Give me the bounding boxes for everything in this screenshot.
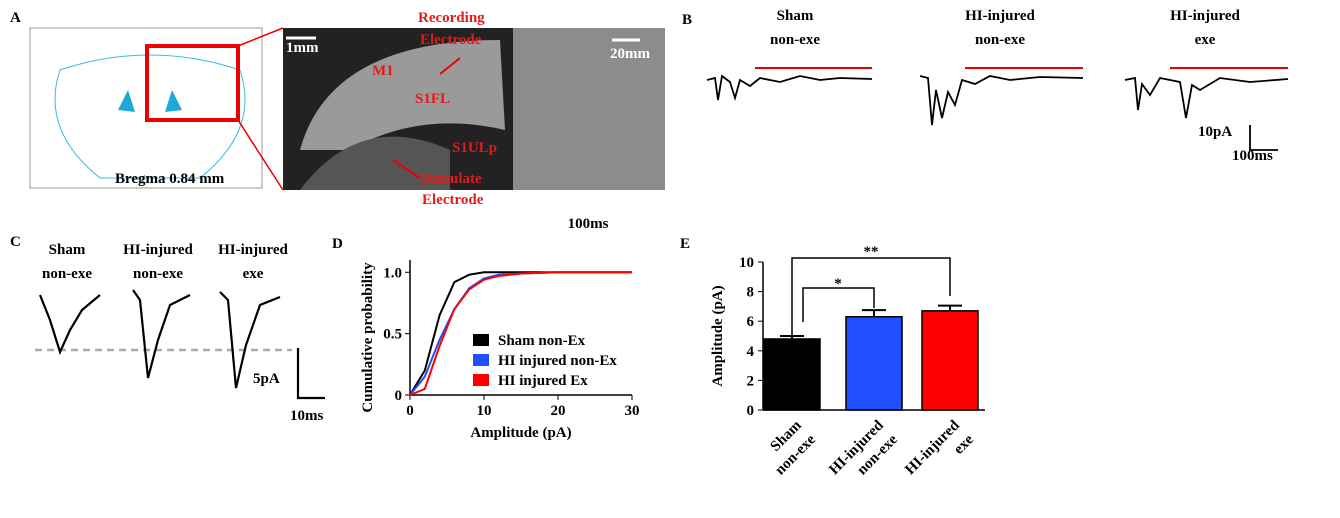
panel-label: E <box>680 236 690 252</box>
arrow <box>439 57 461 75</box>
bar <box>921 310 979 411</box>
legend-label: HI injured non-Ex <box>498 353 617 369</box>
sig-label: * <box>834 276 842 292</box>
trace-title: non-exe <box>770 32 820 48</box>
annotation: M1 <box>372 63 394 79</box>
arrow <box>392 159 421 179</box>
y-tick-label: 0 <box>395 388 403 404</box>
legend-label: HI injured Ex <box>498 373 588 389</box>
trace <box>919 75 1084 126</box>
y-tick-label: 6 <box>747 314 755 330</box>
trace-title: HI-injured <box>218 242 288 258</box>
zoom-line <box>237 27 284 47</box>
slice-cortex <box>300 40 505 150</box>
trace-title: exe <box>243 266 264 282</box>
sig-label: ** <box>864 244 879 260</box>
panel-label: A <box>10 10 21 26</box>
scale-label: 10pA <box>1198 124 1232 140</box>
x-tick-label: Shamnon-exe <box>758 417 819 478</box>
sig-bracket <box>802 287 875 322</box>
annotation: Stimulate <box>420 171 482 187</box>
trace <box>706 74 873 102</box>
scale-label: 10ms <box>290 408 323 424</box>
x-tick-label: 0 <box>406 403 414 419</box>
trace-title: HI-injured <box>1170 8 1240 24</box>
trace-title: HI-injured <box>965 8 1035 24</box>
annotation: S1ULp <box>452 140 497 156</box>
trace <box>132 289 191 379</box>
legend-label: Sham non-Ex <box>498 333 586 349</box>
x-tick-label: 10 <box>477 403 492 419</box>
sig-bracket <box>791 257 951 338</box>
scale-label: 1mm <box>286 40 319 56</box>
annotation: Electrode <box>422 192 484 208</box>
trace-title: exe <box>1195 32 1216 48</box>
y-axis-label: Amplitude (pA) <box>710 285 726 386</box>
line <box>409 271 632 396</box>
trace <box>1124 76 1289 119</box>
y-tick-label: 10 <box>739 255 754 271</box>
annotation: Electrode <box>420 32 482 48</box>
slice-striatum <box>300 136 450 190</box>
y-tick-label: 8 <box>747 285 755 301</box>
scale-label: 100ms <box>1232 148 1273 164</box>
trace <box>38 294 101 356</box>
zoom-line <box>237 119 284 191</box>
trace-title: Sham <box>777 8 814 24</box>
trace <box>219 291 281 389</box>
y-tick-label: 1.0 <box>383 265 402 281</box>
roi-box <box>145 44 240 122</box>
panel-label: C <box>10 234 21 250</box>
trace-title: non-exe <box>975 32 1025 48</box>
scale-label: 5pA <box>253 371 280 387</box>
y-tick-label: 0 <box>747 403 755 419</box>
scale-label: 20mm <box>610 46 650 62</box>
trace-title: non-exe <box>133 266 183 282</box>
atlas-ventricle <box>118 90 182 112</box>
y-tick-label: 2 <box>747 373 755 389</box>
legend-swatch <box>473 334 489 346</box>
bar <box>845 316 903 411</box>
trace-title: Sham <box>49 242 86 258</box>
annotation: Recording <box>418 10 485 26</box>
panel-label: D <box>332 236 343 252</box>
trace-title: HI-injured <box>123 242 193 258</box>
bar <box>763 338 821 411</box>
x-axis-label: Amplitude (pA) <box>470 425 571 441</box>
x-tick-label: 20 <box>551 403 566 419</box>
annotation: S1FL <box>415 91 450 107</box>
zoom-image <box>513 28 665 190</box>
legend-swatch <box>473 354 489 366</box>
y-tick-label: 4 <box>747 344 755 360</box>
y-tick-label: 0.5 <box>383 327 402 343</box>
y-axis-label: Cumulative probability <box>360 262 376 413</box>
x-tick-label: HI-injurednon-exe <box>826 417 901 492</box>
trace-title: non-exe <box>42 266 92 282</box>
x-tick-label: HI-injuredexe <box>902 417 977 492</box>
x-tick-label: 30 <box>625 403 640 419</box>
scale-bar <box>1249 125 1278 151</box>
bregma-label: Bregma 0.84 mm <box>115 171 225 187</box>
legend-swatch <box>473 374 489 386</box>
scale-bar <box>296 348 325 400</box>
annotation: 100ms <box>568 216 609 232</box>
panel-label: B <box>682 12 692 28</box>
